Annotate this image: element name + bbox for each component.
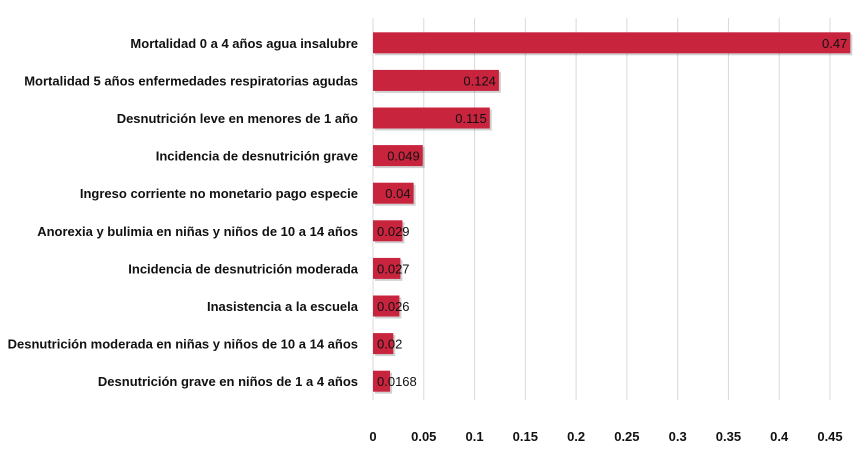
bar xyxy=(373,370,391,392)
x-tick-label: 0.15 xyxy=(513,429,538,444)
bar xyxy=(373,257,401,279)
bar xyxy=(373,333,394,355)
data-label: 0.124 xyxy=(463,73,496,88)
data-label: 0.04 xyxy=(385,186,410,201)
bar xyxy=(373,220,403,242)
category-label: Anorexia y bulimia en niñas y niños de 1… xyxy=(37,224,358,239)
data-label: 0.026 xyxy=(377,299,410,314)
data-label: 0.115 xyxy=(455,111,487,126)
bar xyxy=(373,69,499,91)
x-tick-label: 0.1 xyxy=(466,429,484,444)
x-tick-label: 0.3 xyxy=(669,429,687,444)
category-label: Mortalidad 5 años enfermedades respirato… xyxy=(24,73,358,88)
x-tick-label: 0.25 xyxy=(614,429,639,444)
bar xyxy=(373,182,414,204)
category-label: Desnutrición moderada en niñas y niños d… xyxy=(8,337,358,352)
x-tick-label: 0.2 xyxy=(567,429,585,444)
data-label: 0.47 xyxy=(822,36,847,51)
category-label: Incidencia de desnutrición grave xyxy=(156,149,358,164)
category-label: Desnutrición leve en menores de 1 año xyxy=(117,111,358,126)
data-label: 0.0168 xyxy=(377,374,417,389)
bar xyxy=(373,145,423,167)
x-tick-label: 0.45 xyxy=(817,429,842,444)
category-label: Ingreso corriente no monetario pago espe… xyxy=(80,186,358,201)
bar xyxy=(373,107,490,129)
data-label: 0.029 xyxy=(377,224,410,239)
bar xyxy=(373,32,851,54)
x-tick-label: 0.4 xyxy=(770,429,789,444)
category-label: Desnutrición grave en niños de 1 a 4 año… xyxy=(98,374,358,389)
category-label: Incidencia de desnutrición moderada xyxy=(128,261,358,276)
category-label: Mortalidad 0 a 4 años agua insalubre xyxy=(130,36,358,51)
data-label: 0.049 xyxy=(387,149,420,164)
bars: 0.47 0.124 0.115 0.049 0.04 0.029 0.027 0.026 0.… xyxy=(373,32,853,394)
category-labels: Mortalidad 0 a 4 años agua insalubre Mort… xyxy=(8,36,359,389)
data-label: 0.027 xyxy=(377,261,410,276)
x-tick-label: 0 xyxy=(369,429,376,444)
data-label: 0.02 xyxy=(377,337,402,352)
category-label: Inasistencia a la escuela xyxy=(207,299,359,314)
x-tick-label: 0.05 xyxy=(411,429,436,444)
x-axis-ticks: 0 0.05 0.1 0.15 0.2 0.25 0.3 0.35 0.4 0.45 xyxy=(369,429,842,444)
bar xyxy=(373,295,400,317)
x-tick-label: 0.35 xyxy=(716,429,741,444)
